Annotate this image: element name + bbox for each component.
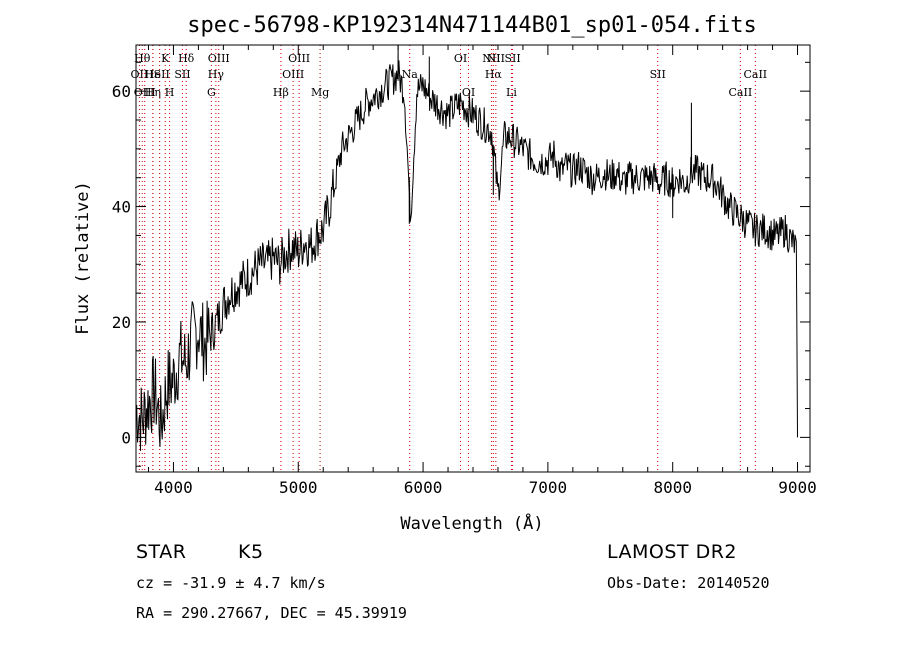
- line-marker-label: SII: [174, 68, 190, 81]
- line-marker-label: Hα: [485, 68, 503, 81]
- line-marker-label: OIII: [208, 52, 230, 65]
- line-marker-label: Hδ: [178, 52, 195, 65]
- line-marker-label: Mg: [311, 86, 329, 99]
- line-marker-label: NII: [487, 52, 505, 65]
- line-marker-label: OIII: [134, 86, 156, 99]
- line-marker-label: CaII: [743, 68, 767, 81]
- line-marker-label: OII: [131, 68, 149, 81]
- x-tick-label: 9000: [778, 478, 817, 497]
- line-marker-label: Hθ: [134, 52, 151, 65]
- y-axis: 0 20 40 60: [112, 61, 810, 467]
- line-marker-label: OIII: [282, 68, 304, 81]
- sky-coordinates: RA = 290.27667, DEC = 45.39919: [136, 604, 407, 622]
- spectrum-series: [135, 44, 798, 451]
- y-axis-label: Flux (relative): [73, 181, 93, 335]
- x-tick-label: 5000: [279, 478, 318, 497]
- line-marker-label: CaII: [729, 86, 753, 99]
- y-tick-label: 20: [112, 313, 131, 332]
- line-marker-label: Li: [506, 86, 517, 99]
- line-marker-label: SII: [650, 68, 666, 81]
- line-marker-label: Hη: [145, 86, 161, 99]
- object-subclass: K5: [238, 541, 264, 563]
- observation-date: Obs-Date: 20140520: [607, 574, 770, 592]
- x-tick-label: 8000: [653, 478, 692, 497]
- line-marker-label: Hγ: [208, 68, 225, 81]
- y-tick-label: 0: [121, 428, 131, 447]
- line-marker-label: G: [207, 86, 216, 99]
- object-class: STAR: [136, 541, 187, 563]
- spectrum-line: [135, 44, 798, 451]
- line-marker-label: H: [165, 86, 175, 99]
- line-marker-label: Na: [402, 68, 419, 81]
- x-tick-label: 7000: [529, 478, 568, 497]
- chart-title: spec-56798-KP192314N471144B01_sp01-054.f…: [187, 13, 757, 38]
- line-marker-label: Hβ: [273, 86, 289, 99]
- x-axis-label: Wavelength (Å): [400, 512, 543, 534]
- x-tick-label: 6000: [404, 478, 443, 497]
- survey-name: LAMOST DR2: [607, 541, 737, 563]
- line-marker-label: K: [161, 52, 170, 65]
- line-marker-label: SII: [504, 52, 520, 65]
- x-tick-label: 4000: [154, 478, 193, 497]
- line-marker-label: OIII: [288, 52, 310, 65]
- x-axis: 4000 5000 6000 7000 8000 9000: [147, 45, 817, 497]
- line-marker-label: OI: [454, 52, 467, 65]
- y-tick-label: 40: [112, 198, 131, 217]
- line-marker-label: OI: [462, 86, 475, 99]
- y-tick-label: 60: [112, 82, 131, 101]
- line-marker-label: ISII: [149, 68, 170, 81]
- line-marker-label: He: [145, 68, 161, 81]
- redshift-velocity: cz = -31.9 ± 4.7 km/s: [136, 574, 326, 592]
